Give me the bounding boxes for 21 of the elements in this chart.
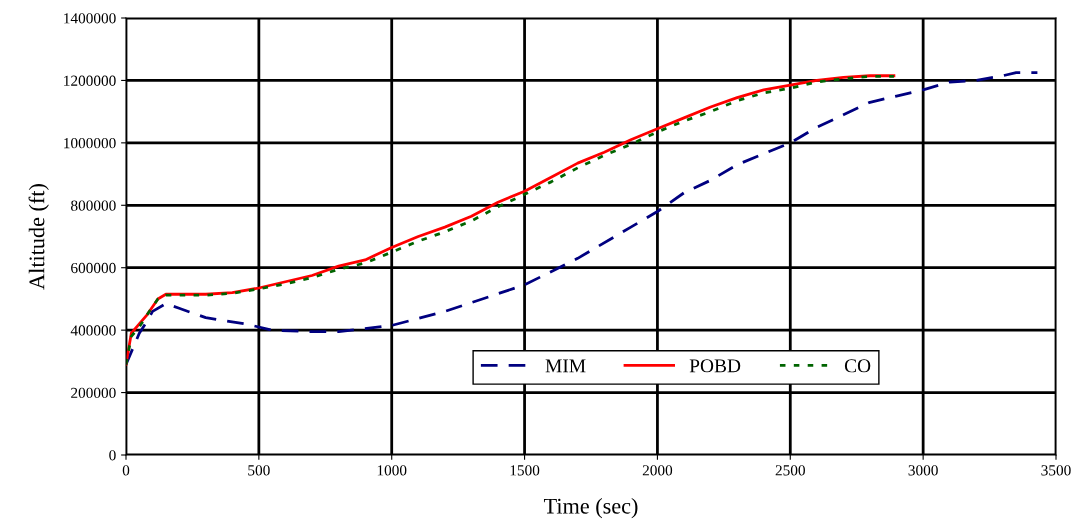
y-tick-label: 200000 (71, 387, 116, 399)
x-tick-label: 3000 (908, 465, 938, 476)
x-tick-label: 500 (248, 465, 270, 476)
legend-label: MIM (545, 359, 586, 373)
x-tick-label: 2000 (642, 465, 673, 476)
x-tick-label: 1000 (377, 465, 407, 476)
x-axis-title: Time (sec) (543, 498, 638, 519)
y-tick-label: 1400000 (64, 13, 116, 24)
y-tick-label: 800000 (71, 200, 116, 211)
x-tick-label: 2500 (775, 465, 805, 476)
y-tick-label: 1000000 (64, 138, 116, 149)
y-tick-label: 1200000 (64, 75, 116, 86)
y-axis-title: Altitude (ft) (28, 184, 49, 290)
x-tick-label: 1500 (510, 465, 540, 476)
y-tick-label: 0 (109, 450, 116, 461)
y-tick-label: 400000 (70, 325, 116, 336)
legend-label: CO (844, 359, 871, 373)
y-tick-label: 600000 (71, 262, 116, 274)
x-tick-label: 0 (122, 465, 130, 476)
legend-label: POBD (689, 359, 741, 373)
x-tick-label: 3500 (1041, 465, 1071, 476)
